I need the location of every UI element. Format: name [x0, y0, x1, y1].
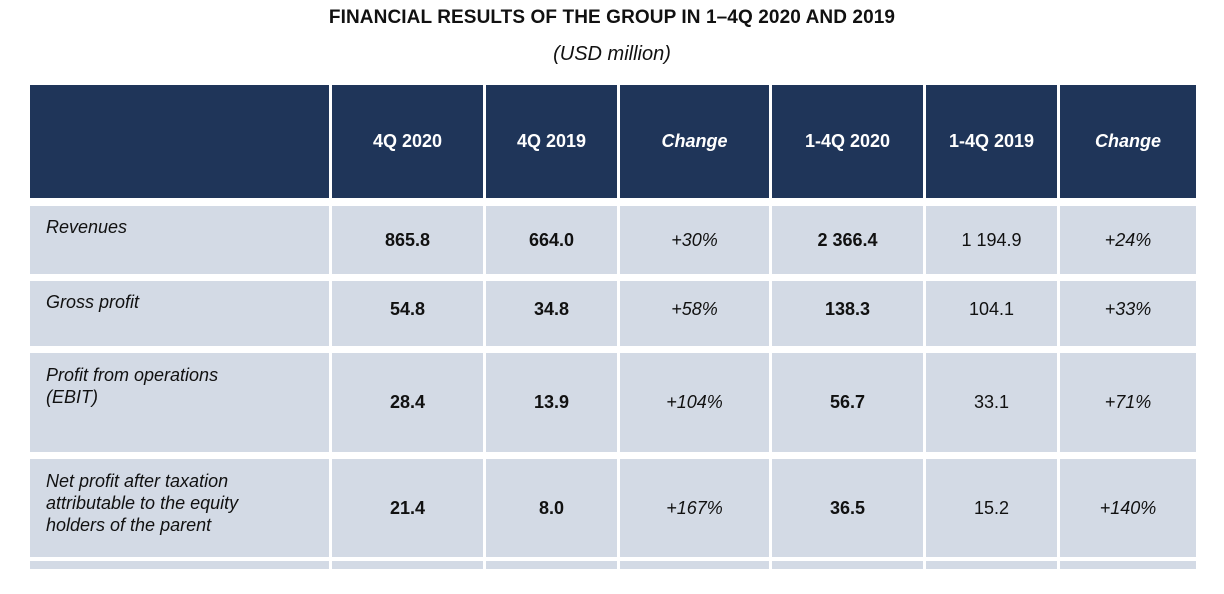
row-label: Profit from operations (EBIT) — [30, 353, 329, 452]
row-divider-strip — [30, 561, 329, 569]
value-cell: 28.4 — [332, 353, 483, 452]
row-divider-strip — [332, 338, 483, 346]
value-cell: 13.9 — [486, 353, 617, 452]
header-cell: 4Q 2020 — [332, 85, 483, 198]
row-divider-strip — [620, 561, 769, 569]
value-cell: 138.3 — [772, 281, 923, 338]
page-subtitle: (USD million) — [553, 43, 671, 65]
row-divider-strip — [772, 338, 923, 346]
row-divider-strip — [486, 338, 617, 346]
row-divider-strip — [1060, 338, 1196, 346]
value-cell: 2 366.4 — [772, 206, 923, 274]
value-cell: +33% — [1060, 281, 1196, 338]
value-cell: 104.1 — [926, 281, 1057, 338]
header-cell: 1-4Q 2019 — [926, 85, 1057, 198]
value-cell: 15.2 — [926, 459, 1057, 557]
value-cell: +167% — [620, 459, 769, 557]
row-label: Gross profit — [30, 281, 329, 338]
value-cell: 54.8 — [332, 281, 483, 338]
row-divider-strip — [1060, 561, 1196, 569]
row-divider-strip — [926, 338, 1057, 346]
value-cell: 8.0 — [486, 459, 617, 557]
page-title: FINANCIAL RESULTS OF THE GROUP IN 1–4Q 2… — [328, 7, 896, 28]
value-cell: +140% — [1060, 459, 1196, 557]
header-cell: Change — [620, 85, 769, 198]
row-divider-strip — [332, 561, 483, 569]
row-label: Revenues — [30, 206, 329, 274]
value-cell: 664.0 — [486, 206, 617, 274]
value-cell: 36.5 — [772, 459, 923, 557]
row-divider-strip — [486, 561, 617, 569]
header-cell-empty — [30, 85, 329, 198]
value-cell: 21.4 — [332, 459, 483, 557]
value-cell: 33.1 — [926, 353, 1057, 452]
row-divider-strip — [926, 561, 1057, 569]
row-divider-strip — [30, 338, 329, 346]
value-cell: +71% — [1060, 353, 1196, 452]
header-cell: 4Q 2019 — [486, 85, 617, 198]
value-cell: +58% — [620, 281, 769, 338]
value-cell: +30% — [620, 206, 769, 274]
value-cell: 1 194.9 — [926, 206, 1057, 274]
value-cell: 865.8 — [332, 206, 483, 274]
row-divider-strip — [772, 561, 923, 569]
value-cell: 34.8 — [486, 281, 617, 338]
row-divider-strip — [620, 338, 769, 346]
row-label: Net profit after taxation attributable t… — [30, 459, 329, 557]
value-cell: 56.7 — [772, 353, 923, 452]
value-cell: +104% — [620, 353, 769, 452]
header-cell: 1-4Q 2020 — [772, 85, 923, 198]
header-cell: Change — [1060, 85, 1196, 198]
value-cell: +24% — [1060, 206, 1196, 274]
